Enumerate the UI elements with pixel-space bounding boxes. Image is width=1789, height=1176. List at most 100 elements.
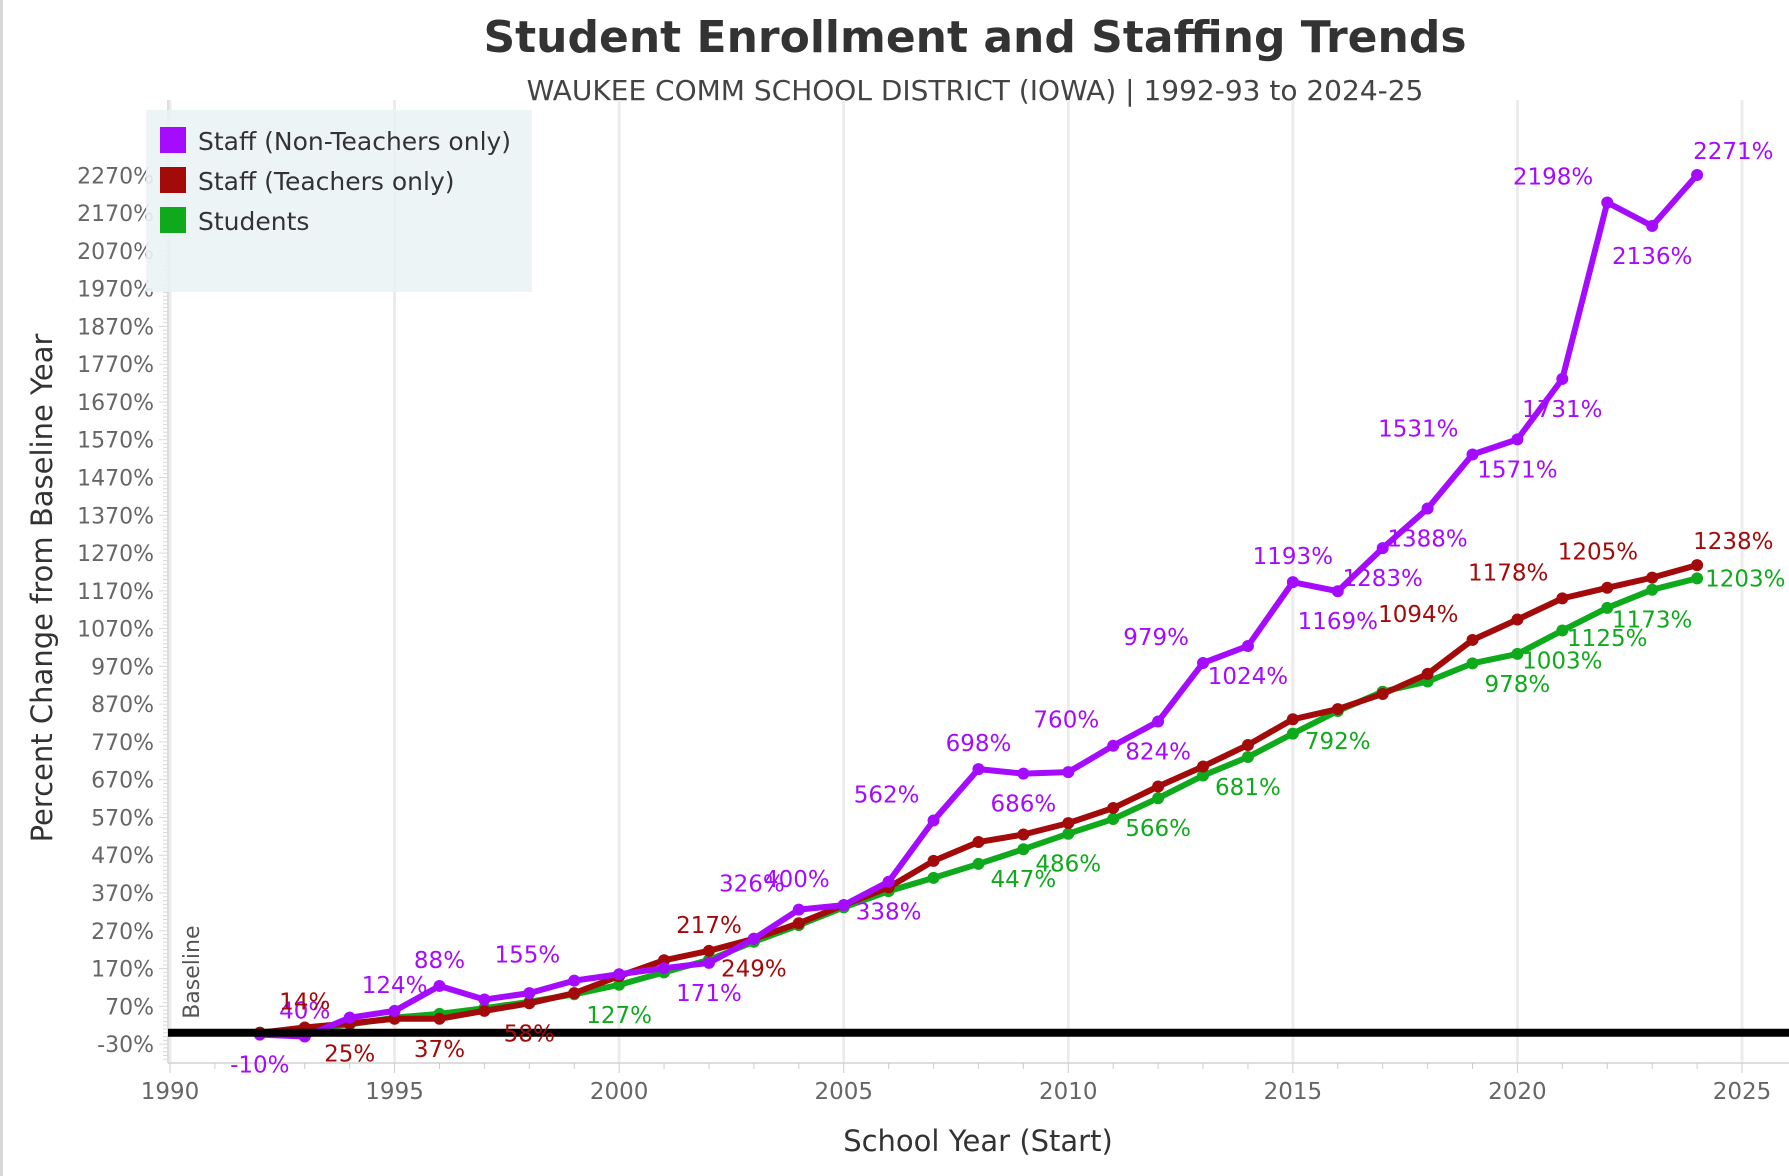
x-tick-label-2000: 2000 <box>590 1079 649 1105</box>
data-point <box>523 987 536 1000</box>
data-point <box>702 944 715 957</box>
x-tick-label-2025: 2025 <box>1713 1079 1772 1105</box>
data-point <box>1556 372 1569 385</box>
legend-swatch-students <box>160 207 186 233</box>
y-tick-label: 770% <box>91 731 154 756</box>
data-label: 1531% <box>1378 416 1458 442</box>
data-point <box>972 857 985 870</box>
data-label: 447% <box>990 867 1056 893</box>
y-tick-label: 1770% <box>77 353 154 378</box>
data-point <box>568 974 581 987</box>
data-label: 1169% <box>1298 609 1378 635</box>
legend-swatch-teachers <box>160 167 186 193</box>
data-label: 338% <box>856 900 922 926</box>
y-tick-label: -30% <box>97 1033 154 1058</box>
data-point <box>1646 583 1659 596</box>
y-tick-label: 1070% <box>77 618 154 643</box>
data-point <box>1691 559 1704 572</box>
data-point <box>1511 647 1524 660</box>
data-point <box>1241 639 1254 652</box>
data-label: -10% <box>230 1053 289 1079</box>
data-label: 486% <box>1035 852 1101 878</box>
data-point <box>1421 502 1434 515</box>
data-point <box>1197 656 1210 669</box>
data-label: 37% <box>414 1037 465 1063</box>
data-point <box>1017 828 1030 841</box>
data-point <box>882 875 895 888</box>
data-point <box>1466 633 1479 646</box>
x-tick-label-2010: 2010 <box>1039 1079 1098 1105</box>
y-tick-label: 670% <box>91 769 154 794</box>
data-point <box>1646 571 1659 584</box>
data-label: 25% <box>324 1041 375 1067</box>
data-point <box>1556 592 1569 605</box>
data-point <box>568 987 581 1000</box>
data-label: 1024% <box>1208 664 1288 690</box>
data-label: 171% <box>676 981 742 1007</box>
data-point <box>972 763 985 776</box>
data-label: 1238% <box>1693 529 1773 555</box>
data-point <box>388 1004 401 1017</box>
data-point <box>1017 843 1030 856</box>
y-tick-label: 2070% <box>77 240 154 265</box>
data-point <box>1376 542 1389 555</box>
y-tick-label: 1370% <box>77 504 154 529</box>
legend: Staff (Non-Teachers only) Staff (Teacher… <box>146 110 532 292</box>
data-point <box>1197 769 1210 782</box>
data-label: 1571% <box>1477 457 1557 483</box>
y-tick-label: 1970% <box>77 278 154 303</box>
legend-swatch-non-teachers <box>160 127 186 153</box>
y-tick-label: 170% <box>91 958 154 983</box>
data-point <box>1152 792 1165 805</box>
data-label: 1094% <box>1378 602 1458 628</box>
data-label: 1388% <box>1387 526 1467 552</box>
data-point <box>927 814 940 827</box>
data-label: 127% <box>586 1003 652 1029</box>
data-point <box>1107 812 1120 825</box>
data-point <box>1511 433 1524 446</box>
y-tick-label: 370% <box>91 882 154 907</box>
data-label: 155% <box>494 943 560 969</box>
data-label: 14% <box>279 989 330 1015</box>
data-label: 249% <box>721 957 787 983</box>
data-point <box>1107 739 1120 752</box>
data-label: 1173% <box>1612 608 1692 634</box>
data-point <box>1241 738 1254 751</box>
data-label: 1193% <box>1253 544 1333 570</box>
data-point <box>927 871 940 884</box>
y-tick-label: 1570% <box>77 429 154 454</box>
data-point <box>1466 657 1479 670</box>
data-point <box>1286 713 1299 726</box>
data-label: 40% <box>279 999 330 1025</box>
data-point <box>1107 802 1120 815</box>
data-label: 681% <box>1215 775 1281 801</box>
data-label: 792% <box>1305 729 1371 755</box>
data-point <box>1062 817 1075 830</box>
data-point <box>343 1011 356 1024</box>
y-axis: -30% 70% 170% 270% 370% 470% 570% 670% 770% 870% 9… <box>77 100 169 1063</box>
data-point <box>1286 727 1299 740</box>
data-point <box>1691 168 1704 181</box>
legend-label-non-teachers: Staff (Non-Teachers only) <box>198 127 511 156</box>
data-label: 686% <box>990 792 1056 818</box>
data-label: 58% <box>504 1021 555 1047</box>
data-point <box>792 917 805 930</box>
y-tick-label: 270% <box>91 920 154 945</box>
data-point <box>792 903 805 916</box>
baseline-label: Baseline <box>180 926 205 1019</box>
data-label: 979% <box>1123 625 1189 651</box>
x-tick-label-2015: 2015 <box>1264 1079 1323 1105</box>
data-label: 326% <box>719 872 785 898</box>
data-point <box>927 854 940 867</box>
y-tick-label: 570% <box>91 806 154 831</box>
data-point <box>1376 687 1389 700</box>
data-point <box>972 836 985 849</box>
x-tick-label-1995: 1995 <box>365 1079 424 1105</box>
y-tick-label: 870% <box>91 693 154 718</box>
data-label: 2136% <box>1612 244 1692 270</box>
data-point <box>433 1012 446 1025</box>
data-point <box>613 968 626 981</box>
legend-background <box>146 110 532 292</box>
data-point <box>1601 196 1614 209</box>
